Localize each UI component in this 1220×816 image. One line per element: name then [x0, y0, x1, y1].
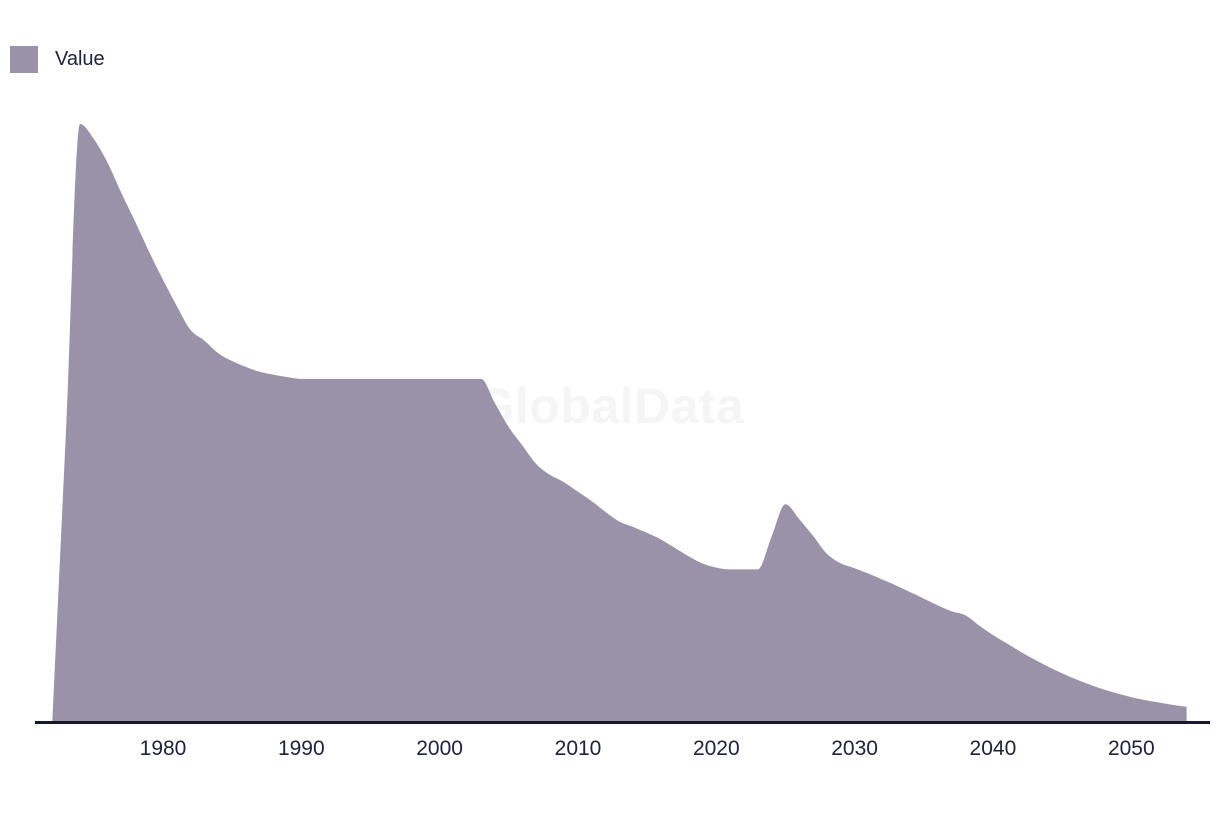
globaldata-watermark: GlobalData: [475, 378, 745, 434]
legend-swatch-value: [10, 46, 38, 73]
value-area-series: [52, 124, 1187, 721]
legend-label-value: Value: [55, 48, 105, 70]
legend: Value: [10, 46, 105, 73]
